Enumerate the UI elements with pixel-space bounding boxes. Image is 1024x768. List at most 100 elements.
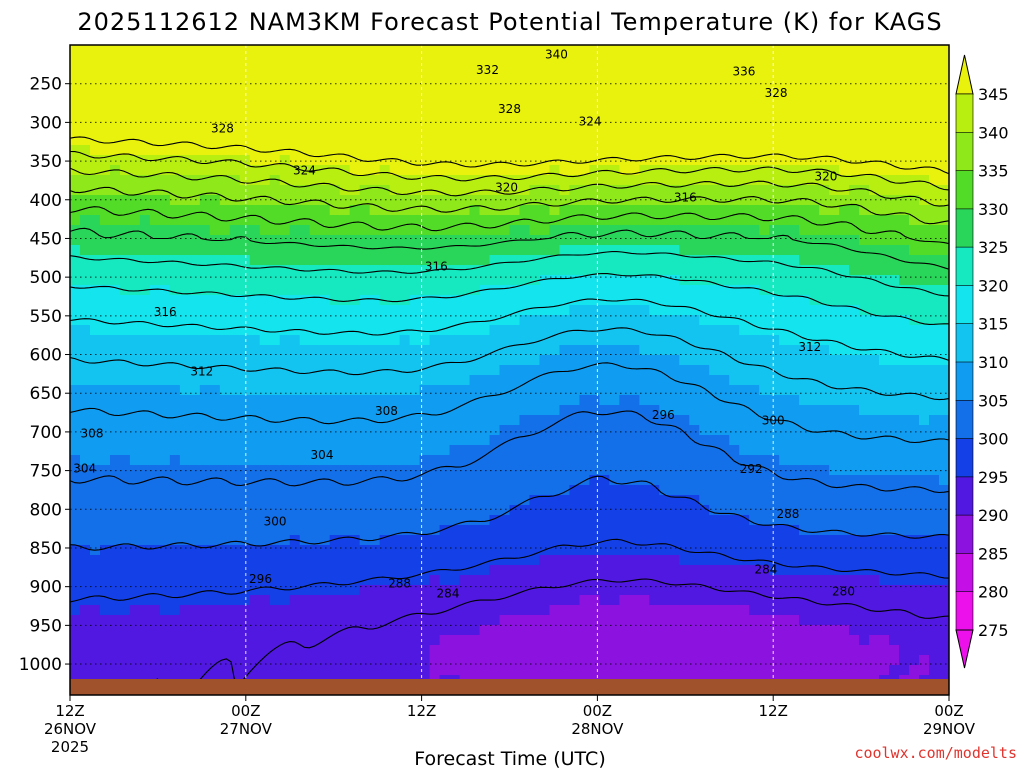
contour-band-cell bbox=[179, 555, 191, 566]
contour-band-cell bbox=[699, 575, 710, 586]
contour-band-cell bbox=[809, 385, 820, 396]
contour-band-cell bbox=[559, 455, 571, 466]
contour-band-cell bbox=[469, 145, 481, 156]
contour-band-cell bbox=[719, 355, 730, 366]
contour-band-cell bbox=[789, 565, 800, 576]
contour-band-cell bbox=[369, 275, 381, 286]
contour-band-cell bbox=[89, 195, 101, 206]
contour-band-cell bbox=[169, 175, 181, 186]
contour-band-cell bbox=[189, 295, 201, 306]
contour-band-cell bbox=[819, 155, 830, 166]
contour-band-cell bbox=[149, 275, 161, 286]
contour-band-cell bbox=[139, 45, 151, 56]
contour-band-cell bbox=[789, 55, 800, 66]
contour-band-cell bbox=[569, 475, 581, 486]
contour-band-cell bbox=[109, 515, 121, 526]
contour-band-cell bbox=[159, 65, 171, 76]
contour-band-cell bbox=[179, 455, 191, 466]
contour-band-cell bbox=[679, 515, 690, 526]
contour-band-cell bbox=[769, 505, 780, 516]
contour-band-cell bbox=[639, 45, 650, 56]
contour-band-cell bbox=[829, 515, 840, 526]
contour-band-cell bbox=[209, 185, 221, 196]
contour-band-cell bbox=[289, 325, 301, 336]
contour-band-cell bbox=[70, 295, 81, 306]
contour-band-cell bbox=[229, 85, 241, 96]
contour-band-cell bbox=[219, 335, 231, 346]
contour-band-cell bbox=[109, 505, 121, 516]
contour-band-cell bbox=[719, 545, 730, 556]
contour-band-cell bbox=[269, 495, 281, 506]
contour-band-cell bbox=[789, 135, 800, 146]
contour-band-cell bbox=[449, 435, 461, 446]
contour-band-cell bbox=[169, 485, 181, 496]
contour-band-cell bbox=[569, 315, 581, 326]
contour-band-cell bbox=[589, 515, 600, 526]
contour-band-cell bbox=[599, 245, 610, 256]
contour-band-cell bbox=[99, 535, 111, 546]
contour-band-cell bbox=[439, 515, 451, 526]
contour-band-cell bbox=[319, 295, 331, 306]
contour-band-cell bbox=[319, 325, 331, 336]
contour-band-cell bbox=[449, 445, 461, 456]
contour-band-cell bbox=[419, 465, 431, 476]
contour-band-cell bbox=[609, 105, 620, 116]
contour-band-cell bbox=[349, 385, 361, 396]
contour-band-cell bbox=[829, 295, 840, 306]
contour-band-cell bbox=[339, 515, 351, 526]
contour-band-cell bbox=[689, 365, 700, 376]
contour-band-cell bbox=[339, 615, 351, 626]
contour-band-cell bbox=[199, 195, 211, 206]
contour-band-cell bbox=[589, 325, 600, 336]
contour-band-cell bbox=[759, 255, 770, 266]
contour-band-cell bbox=[519, 395, 531, 406]
contour-band-cell bbox=[569, 235, 581, 246]
contour-band-cell bbox=[759, 165, 770, 176]
contour-band-cell bbox=[629, 565, 640, 576]
contour-band-cell bbox=[249, 85, 261, 96]
contour-band-cell bbox=[629, 435, 640, 446]
contour-band-cell bbox=[779, 225, 790, 236]
contour-band-cell bbox=[599, 255, 610, 266]
contour-band-cell bbox=[279, 355, 291, 366]
contour-band-cell bbox=[599, 505, 610, 516]
contour-band-cell bbox=[699, 325, 710, 336]
contour-band-cell bbox=[70, 515, 81, 526]
contour-band-cell bbox=[569, 285, 581, 296]
contour-band-cell bbox=[379, 205, 391, 216]
contour-band-cell bbox=[559, 445, 571, 456]
contour-band-cell bbox=[319, 505, 331, 516]
contour-band-cell bbox=[589, 615, 600, 626]
contour-band-cell bbox=[749, 235, 760, 246]
contour-band-cell bbox=[409, 255, 421, 266]
contour-band-cell bbox=[89, 165, 101, 176]
contour-band-cell bbox=[149, 645, 161, 656]
contour-band-cell bbox=[479, 215, 491, 226]
contour-band-cell bbox=[79, 245, 91, 256]
contour-band-cell bbox=[249, 505, 261, 516]
contour-band-cell bbox=[519, 205, 531, 216]
contour-band-cell bbox=[239, 95, 251, 106]
contour-band-cell bbox=[649, 625, 660, 636]
contour-band-cell bbox=[239, 655, 251, 666]
contour-band-cell bbox=[279, 255, 291, 266]
contour-band-cell bbox=[139, 175, 151, 186]
contour-band-cell bbox=[679, 295, 690, 306]
contour-band-cell bbox=[159, 155, 171, 166]
contour-band-cell bbox=[499, 545, 511, 556]
contour-band-cell bbox=[779, 455, 790, 466]
contour-band-cell bbox=[70, 185, 81, 196]
contour-band-cell bbox=[609, 355, 620, 366]
contour-band-cell bbox=[89, 535, 101, 546]
contour-band-cell bbox=[619, 545, 630, 556]
contour-band-cell bbox=[349, 95, 361, 106]
contour-band-cell bbox=[669, 395, 680, 406]
contour-band-cell bbox=[429, 425, 441, 436]
contour-band-cell bbox=[509, 215, 521, 226]
contour-band-cell bbox=[149, 175, 161, 186]
contour-band-cell bbox=[629, 375, 640, 386]
contour-band-cell bbox=[699, 375, 710, 386]
contour-band-cell bbox=[259, 445, 271, 456]
contour-band-cell bbox=[369, 105, 381, 116]
contour-band-cell bbox=[259, 665, 271, 676]
